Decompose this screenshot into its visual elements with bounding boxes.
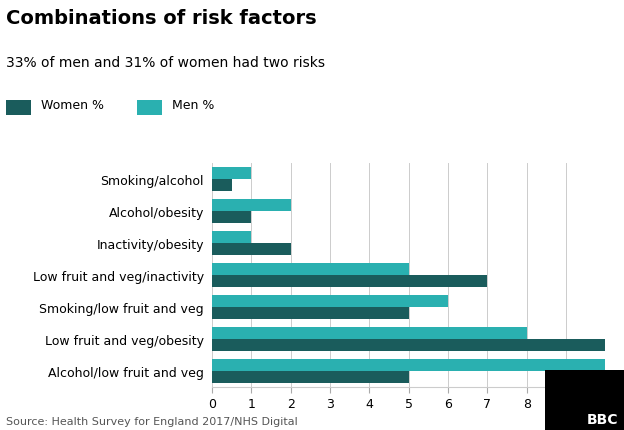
- Text: Source: Health Survey for England 2017/NHS Digital: Source: Health Survey for England 2017/N…: [6, 416, 298, 426]
- Bar: [212, 295, 448, 307]
- Bar: [212, 359, 605, 371]
- Text: BBC: BBC: [587, 412, 618, 426]
- Bar: [212, 263, 409, 275]
- Text: Women %: Women %: [41, 99, 104, 112]
- Bar: [212, 339, 605, 351]
- Text: Men %: Men %: [172, 99, 214, 112]
- Bar: [212, 167, 251, 179]
- Text: 33% of men and 31% of women had two risks: 33% of men and 31% of women had two risk…: [6, 56, 325, 70]
- Bar: [212, 231, 251, 243]
- Bar: [212, 327, 527, 339]
- Text: Combinations of risk factors: Combinations of risk factors: [6, 9, 317, 28]
- Bar: [212, 179, 232, 191]
- Bar: [212, 307, 409, 319]
- Bar: [212, 199, 291, 211]
- Bar: [212, 243, 291, 255]
- Bar: [212, 211, 251, 224]
- Bar: [212, 371, 409, 383]
- Bar: [212, 275, 487, 287]
